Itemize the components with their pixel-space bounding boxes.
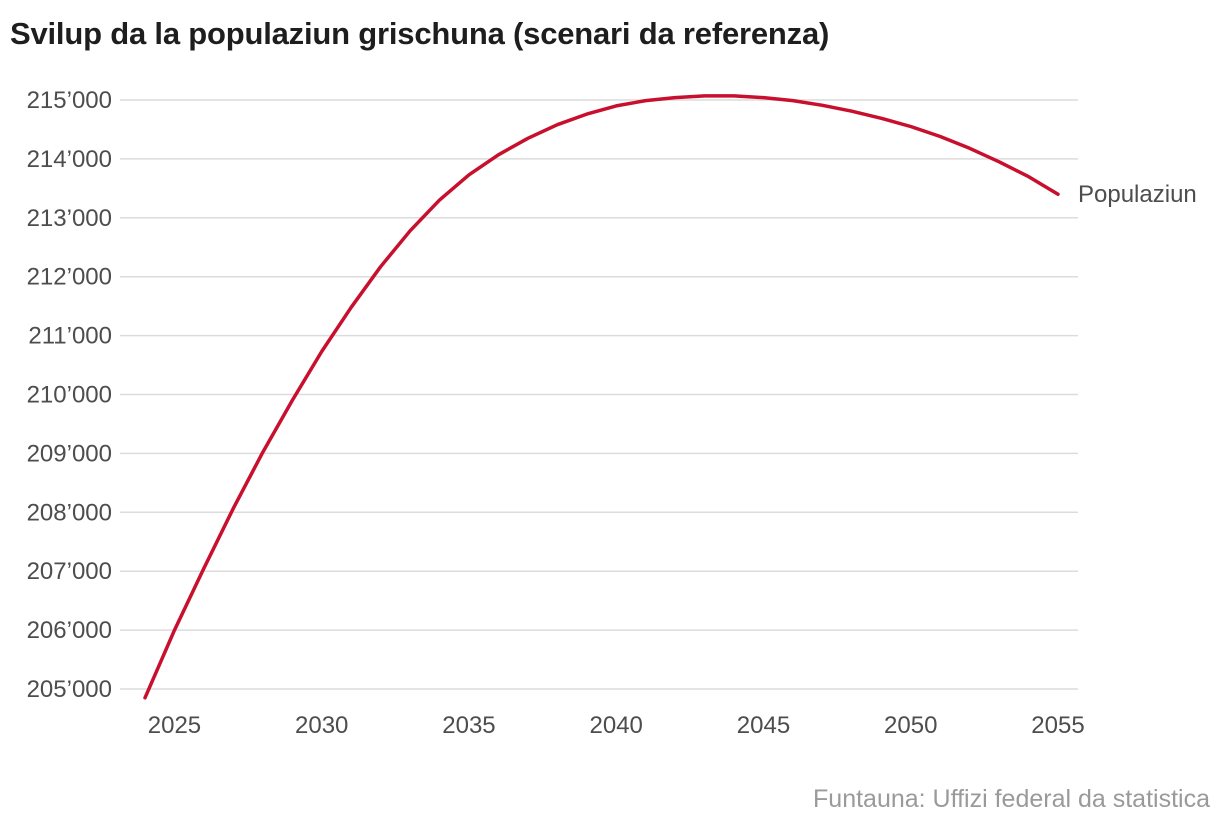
y-tick-label: 211’000 (28, 323, 112, 350)
source-note: Funtauna: Uffizi federal da statistica (813, 785, 1210, 813)
y-tick-label: 215’000 (27, 87, 112, 114)
series-label: Populaziun (1078, 181, 1197, 208)
x-tick-label: 2055 (1031, 712, 1084, 739)
y-tick-label: 205’000 (27, 676, 112, 703)
y-tick-label: 208’000 (27, 499, 112, 526)
y-tick-label: 206’000 (27, 617, 112, 644)
x-tick-label: 2035 (442, 712, 495, 739)
x-tick-label: 2030 (295, 712, 348, 739)
x-tick-label: 2050 (884, 712, 937, 739)
y-tick-label: 209’000 (27, 440, 112, 467)
x-tick-label: 2025 (148, 712, 201, 739)
gridlines (120, 99, 1078, 690)
chart-title: Svilup da la populaziun grischuna (scena… (10, 16, 830, 51)
y-tick-label: 213’000 (27, 205, 112, 232)
y-tick-label: 210’000 (27, 382, 112, 409)
x-axis-tick-labels: 2025 2030 2035 2040 2045 2050 2055 (148, 712, 1085, 739)
x-tick-label: 2045 (737, 712, 790, 739)
series-layer: Populaziun (143, 94, 1197, 700)
y-tick-label: 214’000 (27, 146, 112, 173)
y-axis-tick-labels: 205’000 206’000 207’000 208’000 209’000 210’0… (27, 87, 112, 703)
y-tick-label: 212’000 (27, 264, 112, 291)
y-tick-label: 207’000 (27, 558, 112, 585)
series-line-populaziun (143, 94, 1060, 700)
x-tick-label: 2040 (590, 712, 643, 739)
